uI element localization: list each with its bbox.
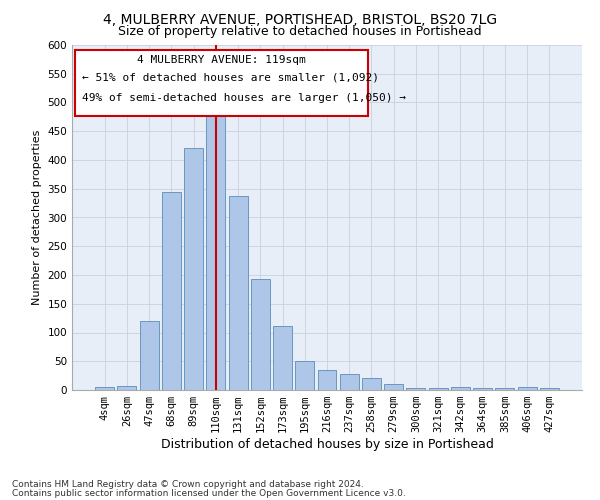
Text: ← 51% of detached houses are smaller (1,092): ← 51% of detached houses are smaller (1,…: [82, 72, 379, 83]
X-axis label: Distribution of detached houses by size in Portishead: Distribution of detached houses by size …: [161, 438, 493, 451]
Text: Size of property relative to detached houses in Portishead: Size of property relative to detached ho…: [118, 25, 482, 38]
Bar: [384, 384, 403, 390]
Bar: [273, 326, 292, 390]
Bar: [362, 378, 381, 390]
Bar: [162, 192, 181, 390]
Text: 49% of semi-detached houses are larger (1,050) →: 49% of semi-detached houses are larger (…: [82, 94, 406, 104]
Bar: [140, 321, 158, 390]
FancyBboxPatch shape: [74, 50, 368, 116]
Bar: [496, 388, 514, 390]
Text: 4 MULBERRY AVENUE: 119sqm: 4 MULBERRY AVENUE: 119sqm: [137, 56, 305, 66]
Text: 4, MULBERRY AVENUE, PORTISHEAD, BRISTOL, BS20 7LG: 4, MULBERRY AVENUE, PORTISHEAD, BRISTOL,…: [103, 12, 497, 26]
Bar: [229, 196, 248, 390]
Y-axis label: Number of detached properties: Number of detached properties: [32, 130, 42, 305]
Bar: [184, 148, 203, 390]
Bar: [118, 386, 136, 390]
Bar: [95, 387, 114, 390]
Bar: [317, 370, 337, 390]
Bar: [406, 388, 425, 390]
Bar: [206, 110, 225, 390]
Bar: [251, 279, 270, 390]
Bar: [295, 361, 314, 390]
Bar: [429, 388, 448, 390]
Text: Contains HM Land Registry data © Crown copyright and database right 2024.: Contains HM Land Registry data © Crown c…: [12, 480, 364, 489]
Bar: [540, 388, 559, 390]
Bar: [473, 388, 492, 390]
Bar: [451, 387, 470, 390]
Bar: [518, 387, 536, 390]
Text: Contains public sector information licensed under the Open Government Licence v3: Contains public sector information licen…: [12, 489, 406, 498]
Bar: [340, 374, 359, 390]
